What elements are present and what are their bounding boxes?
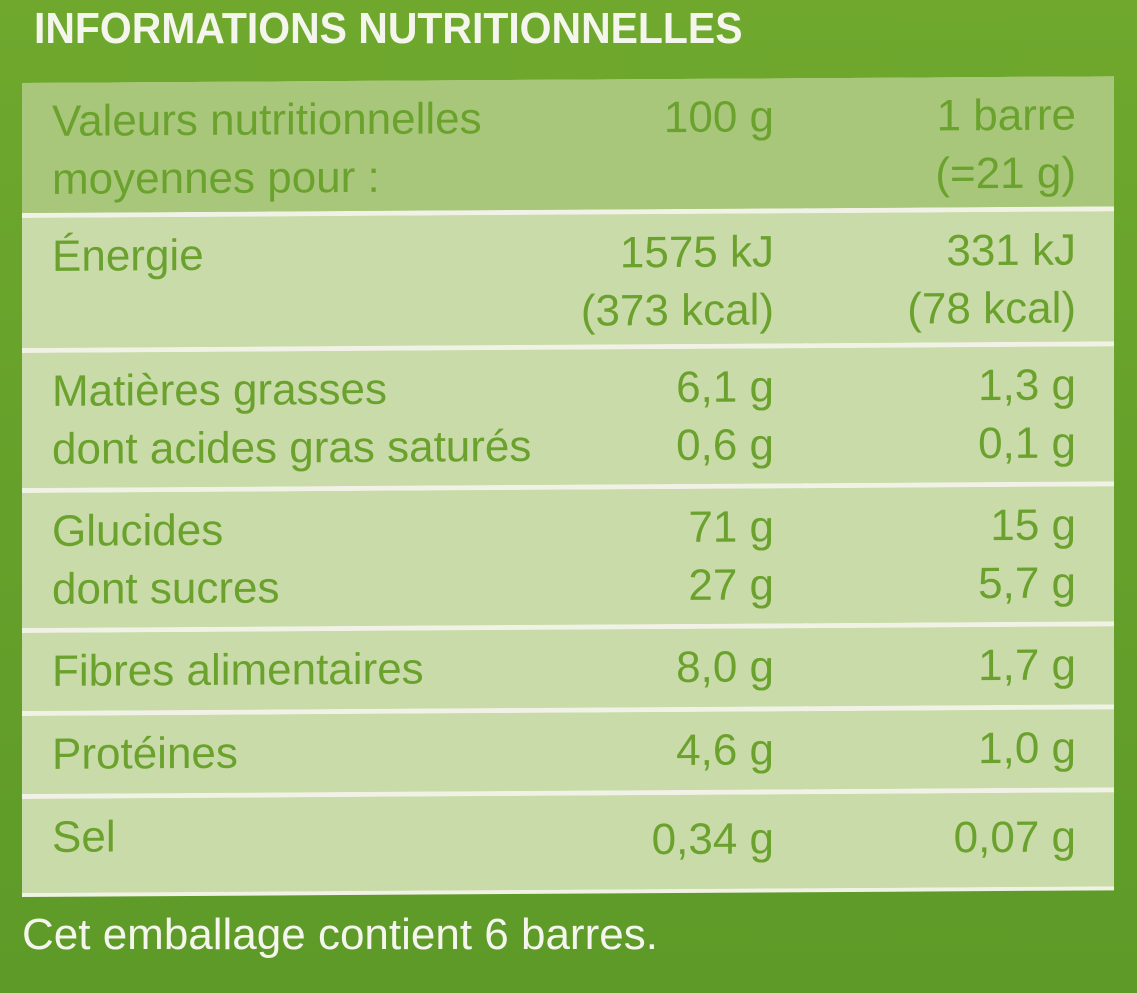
value-100g-line2: (373 kcal) [580, 285, 774, 336]
row-label-line1: Glucides [52, 505, 224, 556]
nutrition-title: INFORMATIONS NUTRITIONNELLES [34, 4, 743, 53]
value-bar-line1: 1,3 g [978, 360, 1076, 411]
header-bar-line1: 1 barre [936, 90, 1076, 141]
value-bar-line2: (78 kcal) [907, 283, 1076, 334]
row-label-cell: Glucides dont sucres 71 g 27 g [22, 488, 804, 628]
row-label: Fibres alimentaires [52, 644, 424, 696]
row-label-line2: dont acides gras saturés [52, 421, 532, 474]
header-100g: 100 g [663, 92, 774, 143]
table-row: Protéines 4,6 g 1,0 g [22, 709, 1114, 794]
row-label-cell: Sel 0,34 g [22, 794, 804, 893]
header-bar: 1 barre (=21 g) [935, 87, 1076, 204]
row-label: Énergie [52, 230, 204, 281]
value-bar-line2: 0,1 g [978, 418, 1076, 469]
value-100g-line1: 1575 kJ [619, 227, 774, 278]
row-bar-cell: 1,0 g [808, 709, 1114, 790]
table-row: Fibres alimentaires 8,0 g 1,7 g [22, 626, 1114, 711]
row-label: Glucides dont sucres [52, 501, 279, 618]
row-label-cell: Fibres alimentaires 8,0 g [22, 628, 804, 711]
value-bar-line1: 15 g [990, 500, 1076, 551]
header-label-cell: Valeurs nutritionnelles moyennes pour : 1… [22, 78, 804, 213]
row-label-cell: Énergie 1575 kJ (373 kcal) [22, 213, 804, 348]
value-bar: 1,7 g [978, 640, 1076, 691]
header-label-line1: Valeurs nutritionnelles [52, 94, 482, 146]
value-bar-line2: 5,7 g [978, 558, 1076, 609]
value-100g: 4,6 g [676, 725, 774, 776]
value-bar-line1: 331 kJ [946, 225, 1076, 276]
header-label-line2: moyennes pour : [52, 152, 380, 204]
table-header-row: Valeurs nutritionnelles moyennes pour : 1… [22, 76, 1114, 213]
value-bar: 1,3 g 0,1 g [978, 357, 1076, 474]
value-bar: 331 kJ (78 kcal) [907, 222, 1076, 339]
package-count-note: Cet emballage contient 6 barres. [22, 910, 658, 959]
value-bar: 1,0 g [978, 723, 1076, 774]
header-bar-cell: 1 barre (=21 g) [808, 76, 1114, 209]
value-100g: 6,1 g 0,6 g [676, 358, 774, 475]
value-100g-line1: 6,1 g [676, 362, 774, 413]
row-bar-cell: 0,07 g [808, 792, 1114, 889]
row-label: Protéines [52, 728, 238, 779]
row-bar-cell: 331 kJ (78 kcal) [808, 211, 1114, 344]
header-bar-line2: (=21 g) [935, 148, 1076, 199]
row-bar-cell: 15 g 5,7 g [808, 486, 1114, 624]
value-100g-line2: 27 g [688, 560, 774, 610]
value-100g: 8,0 g [676, 642, 774, 693]
row-label: Matières grasses dont acides gras saturés [52, 360, 531, 479]
table-row: Sel 0,34 g 0,07 g [22, 792, 1114, 893]
row-bar-cell: 1,7 g [808, 626, 1114, 707]
table-row: Matières grasses dont acides gras saturés… [22, 346, 1114, 488]
row-label: Sel [52, 812, 116, 862]
row-label-cell: Matières grasses dont acides gras saturés… [22, 348, 804, 488]
value-100g-line2: 0,6 g [676, 420, 774, 471]
value-100g: 71 g 27 g [688, 498, 774, 615]
value-100g: 0,34 g [651, 814, 774, 865]
row-label-line2: dont sucres [52, 563, 280, 614]
value-bar: 0,07 g [953, 812, 1076, 863]
table-row: Glucides dont sucres 71 g 27 g 15 g 5,7 g [22, 486, 1114, 628]
row-label-line1: Matières grasses [52, 364, 388, 416]
header-label: Valeurs nutritionnelles moyennes pour : [52, 90, 482, 209]
value-100g-line1: 71 g [688, 502, 774, 552]
table-row: Énergie 1575 kJ (373 kcal) 331 kJ (78 kcal… [22, 211, 1114, 348]
nutrition-table: Valeurs nutritionnelles moyennes pour : 1… [22, 76, 1114, 897]
value-100g: 1575 kJ (373 kcal) [581, 223, 774, 340]
row-bar-cell: 1,3 g 0,1 g [808, 346, 1114, 484]
row-label-cell: Protéines 4,6 g [22, 711, 804, 794]
value-bar: 15 g 5,7 g [978, 497, 1076, 614]
